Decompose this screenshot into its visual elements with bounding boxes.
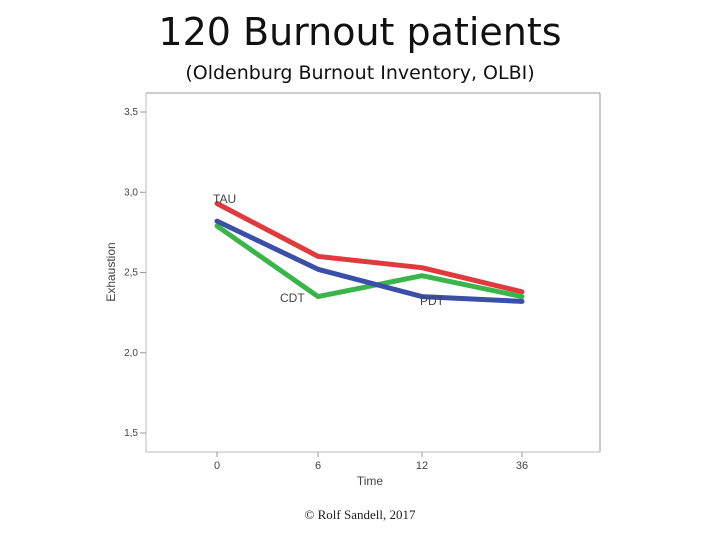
series-label-pdt: PDT	[420, 294, 445, 308]
series-line-pdt	[214, 218, 525, 304]
x-tick-label: 36	[516, 460, 528, 472]
y-axis-label: Exhaustion	[104, 242, 118, 301]
x-tick-label: 0	[214, 460, 220, 472]
y-tick-label: 3,0	[124, 187, 138, 198]
copyright-credit: © Rolf Sandell, 2017	[304, 507, 416, 522]
series-label-cdt: CDT	[280, 291, 305, 305]
series-line-cdt	[214, 223, 525, 300]
chart-title: 120 Burnout patients	[158, 10, 562, 54]
y-tick-label: 2,5	[124, 268, 138, 279]
y-tick-label: 2,0	[124, 348, 138, 359]
y-tick-label: 3,5	[124, 107, 138, 118]
x-axis-label: Time	[357, 474, 384, 488]
x-tick-label: 12	[416, 460, 428, 472]
x-tick-label: 6	[315, 460, 321, 472]
chart-subtitle: (Oldenburg Burnout Inventory, OLBI)	[185, 62, 535, 84]
series-line-tau	[214, 201, 525, 295]
series-label-tau: TAU	[213, 192, 236, 206]
y-tick-label: 1,5	[124, 428, 138, 439]
